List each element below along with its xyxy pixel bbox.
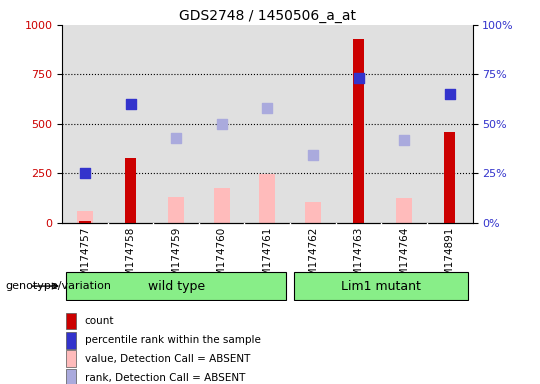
Text: value, Detection Call = ABSENT: value, Detection Call = ABSENT: [85, 354, 250, 364]
Point: [308, 152, 317, 159]
Text: genotype/variation: genotype/variation: [5, 281, 111, 291]
Bar: [66, 350, 77, 367]
Bar: [396, 198, 412, 223]
Bar: [168, 197, 184, 223]
Text: rank, Detection Call = ABSENT: rank, Detection Call = ABSENT: [85, 373, 245, 383]
Text: GSM174762: GSM174762: [308, 227, 318, 290]
Text: GSM174760: GSM174760: [217, 227, 227, 290]
Point: [218, 121, 226, 127]
Point: [354, 75, 363, 81]
Text: GSM174764: GSM174764: [399, 227, 409, 290]
Bar: [125, 159, 136, 223]
Text: percentile rank within the sample: percentile rank within the sample: [85, 335, 260, 345]
Text: GSM174759: GSM174759: [171, 227, 181, 290]
Bar: [66, 313, 77, 329]
Text: GSM174757: GSM174757: [80, 227, 90, 290]
Bar: [77, 211, 93, 223]
Point: [446, 91, 454, 97]
Bar: [66, 332, 77, 349]
Point: [263, 105, 272, 111]
Bar: [259, 174, 275, 223]
Text: GSM174758: GSM174758: [125, 227, 136, 290]
Point: [126, 101, 135, 107]
Text: GSM174891: GSM174891: [445, 227, 455, 290]
Point: [172, 135, 180, 141]
Bar: [305, 202, 321, 223]
Bar: [353, 39, 364, 223]
Bar: [214, 188, 230, 223]
Text: Lim1 mutant: Lim1 mutant: [341, 280, 421, 293]
Text: wild type: wild type: [147, 280, 205, 293]
Bar: [294, 272, 468, 300]
Point: [80, 170, 89, 176]
Title: GDS2748 / 1450506_a_at: GDS2748 / 1450506_a_at: [179, 8, 356, 23]
Text: GSM174763: GSM174763: [354, 227, 363, 290]
Bar: [444, 132, 455, 223]
Bar: [79, 221, 91, 223]
Text: GSM174761: GSM174761: [262, 227, 272, 290]
Bar: [66, 369, 77, 384]
Bar: [66, 272, 286, 300]
Text: count: count: [85, 316, 114, 326]
Point: [400, 137, 408, 143]
